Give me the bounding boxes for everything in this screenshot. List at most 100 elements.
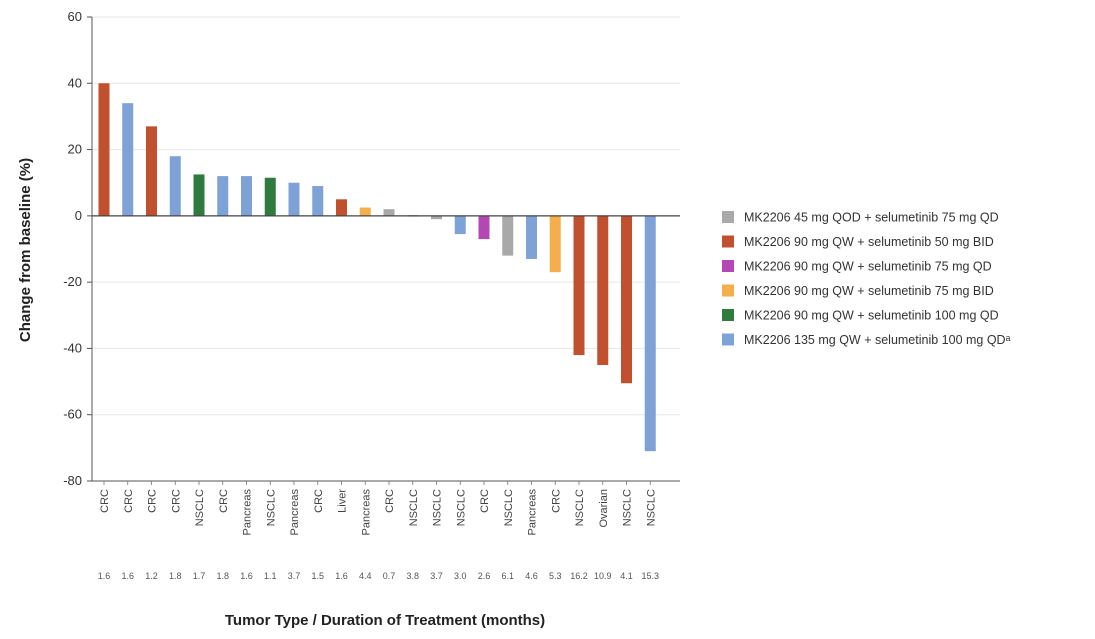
category-label: CRC bbox=[384, 489, 396, 513]
bar bbox=[454, 215, 466, 235]
duration-label: 1.8 bbox=[169, 571, 182, 581]
bar bbox=[526, 215, 537, 259]
legend: MK2206 45 mg QOD + selumetinib 75 mg QD M… bbox=[722, 211, 1011, 347]
y-tick-label: 20 bbox=[68, 142, 82, 157]
category-label: CRC bbox=[170, 489, 182, 513]
category-label: NSCLC bbox=[432, 489, 444, 526]
category-label: CRC bbox=[99, 489, 111, 513]
legend-label: MK2206 90 mg QW + selumetinib 75 mg QD bbox=[744, 260, 992, 274]
bar bbox=[644, 215, 656, 452]
category-label: Pancreas bbox=[289, 489, 301, 536]
bar bbox=[478, 215, 490, 240]
category-label: CRC bbox=[147, 489, 159, 513]
bar bbox=[502, 215, 514, 256]
y-tick-labels: 60 40 20 0 -20 -40 -60 -80 bbox=[63, 9, 82, 488]
bar bbox=[122, 103, 134, 216]
category-label: CRC bbox=[313, 489, 325, 513]
duration-label: 1.5 bbox=[311, 571, 324, 581]
bar bbox=[336, 199, 347, 216]
bar bbox=[217, 176, 229, 216]
category-label: Pancreas bbox=[242, 489, 254, 536]
legend-label: MK2206 90 mg QW + selumetinib 100 mg QD bbox=[744, 309, 999, 323]
duration-label: 15.3 bbox=[641, 571, 659, 581]
bar bbox=[169, 156, 181, 216]
duration-label: 3.7 bbox=[288, 571, 301, 581]
legend-swatch bbox=[722, 284, 734, 297]
legend-swatch bbox=[722, 235, 734, 248]
category-label: CRC bbox=[123, 489, 135, 513]
bar bbox=[549, 215, 561, 273]
duration-label: 4.4 bbox=[359, 571, 372, 581]
duration-label: 1.1 bbox=[264, 571, 277, 581]
legend-label: MK2206 90 mg QW + selumetinib 50 mg BID bbox=[744, 235, 994, 249]
legend-swatch bbox=[722, 260, 734, 272]
bar bbox=[146, 126, 157, 216]
category-label: NSCLC bbox=[574, 489, 586, 526]
duration-label: 6.1 bbox=[501, 571, 514, 581]
duration-label: 3.7 bbox=[430, 571, 443, 581]
category-label: CRC bbox=[479, 489, 491, 513]
duration-label: 16.2 bbox=[570, 571, 588, 581]
duration-label: 1.7 bbox=[193, 571, 206, 581]
bar bbox=[288, 182, 300, 216]
bar bbox=[241, 176, 252, 216]
legend-label: MK2206 135 mg QW + selumetinib 100 mg QD… bbox=[744, 333, 1011, 347]
duration-label: 2.6 bbox=[478, 571, 491, 581]
bar bbox=[312, 186, 324, 216]
duration-label: 3.0 bbox=[454, 571, 467, 581]
legend-swatch bbox=[722, 333, 734, 346]
category-label: NSCLC bbox=[455, 489, 467, 526]
bar bbox=[359, 207, 371, 216]
category-label: NSCLC bbox=[265, 489, 277, 526]
legend-swatch bbox=[722, 309, 734, 321]
bars bbox=[98, 83, 656, 452]
y-tick-label: -60 bbox=[63, 407, 82, 422]
category-label: CRC bbox=[218, 489, 230, 513]
legend-label: MK2206 45 mg QOD + selumetinib 75 mg QD bbox=[744, 211, 999, 225]
y-tick-label: -80 bbox=[63, 473, 82, 488]
category-labels: CRC CRC CRC CRC NSCLC CRC Pancreas NSCLC Pancrea… bbox=[99, 489, 657, 536]
axes bbox=[87, 16, 680, 485]
duration-label: 1.6 bbox=[98, 571, 111, 581]
duration-label: 0.7 bbox=[383, 571, 396, 581]
bar bbox=[383, 209, 395, 216]
duration-label: 4.6 bbox=[525, 571, 538, 581]
y-tick-label: 40 bbox=[68, 75, 82, 90]
y-axis-title: Change from baseline (%) bbox=[17, 158, 34, 342]
duration-label: 1.6 bbox=[121, 571, 134, 581]
bar bbox=[573, 215, 585, 356]
y-tick-label: 0 bbox=[75, 208, 82, 223]
category-label: Ovarian bbox=[598, 489, 610, 528]
category-label: NSCLC bbox=[503, 489, 515, 526]
duration-labels: 1.6 1.6 1.2 1.8 1.7 1.8 1.6 1.1 3.7 1.5 1.6 4.4 0.7 3… bbox=[98, 571, 659, 581]
duration-label: 4.1 bbox=[620, 571, 633, 581]
duration-label: 1.8 bbox=[216, 571, 229, 581]
category-label: NSCLC bbox=[622, 489, 634, 526]
duration-label: 10.9 bbox=[594, 571, 612, 581]
duration-label: 1.6 bbox=[240, 571, 253, 581]
bar bbox=[98, 83, 110, 216]
y-tick-label: -20 bbox=[63, 274, 82, 289]
category-label: NSCLC bbox=[408, 489, 420, 526]
category-label: NSCLC bbox=[645, 489, 657, 526]
duration-label: 1.2 bbox=[145, 571, 158, 581]
duration-label: 3.8 bbox=[406, 571, 419, 581]
x-axis-title: Tumor Type / Duration of Treatment (mont… bbox=[225, 612, 545, 629]
category-label: Pancreas bbox=[527, 489, 539, 536]
bar bbox=[431, 215, 442, 220]
y-tick-label: -40 bbox=[63, 340, 82, 355]
gridlines bbox=[92, 16, 680, 416]
category-label: CRC bbox=[550, 489, 562, 513]
bar bbox=[597, 215, 609, 365]
duration-label: 1.6 bbox=[335, 571, 348, 581]
bar bbox=[193, 174, 205, 216]
category-label: Liver bbox=[337, 489, 349, 513]
category-label: NSCLC bbox=[194, 489, 206, 526]
duration-label: 5.3 bbox=[549, 571, 562, 581]
category-label: Pancreas bbox=[360, 489, 372, 536]
legend-swatch bbox=[722, 211, 734, 223]
bar bbox=[621, 215, 632, 384]
legend-label: MK2206 90 mg QW + selumetinib 75 mg BID bbox=[744, 284, 994, 298]
